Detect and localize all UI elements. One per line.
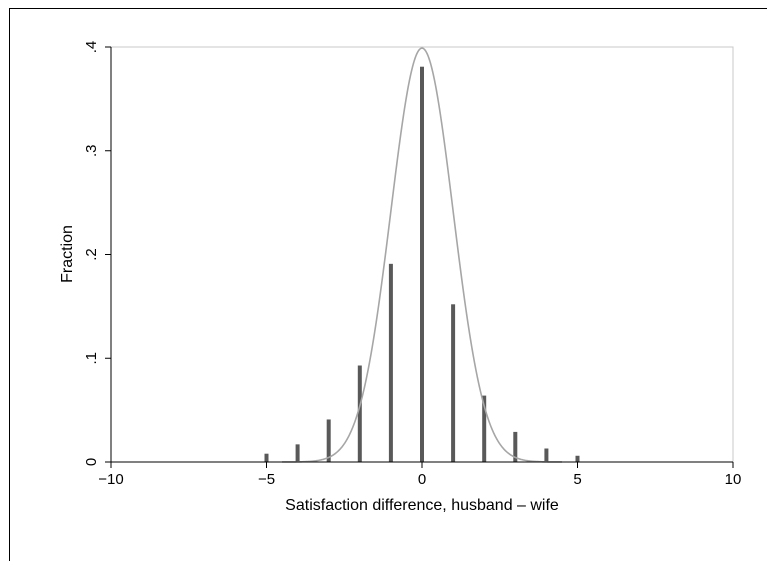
bar-1 [451,304,456,462]
bar-2 [482,395,487,462]
bar-4 [544,448,549,462]
x-tick-label: −5 [258,471,275,488]
x-axis-title: Satisfaction difference, husband – wife [285,497,559,514]
outer-frame-top-border [9,8,767,9]
x-axis-ticks: −10 −5 0 5 10 [98,462,741,488]
bar--2 [357,365,362,462]
bar--4 [295,444,300,462]
x-tick-label: 5 [573,471,581,488]
bar--5 [264,453,269,462]
y-tick-label: .2 [83,248,100,261]
y-tick-label: 0 [83,458,100,466]
bar--1 [388,263,393,462]
x-tick-label: 0 [418,471,426,488]
normal-density-curve [282,47,562,463]
bars-group [264,66,580,463]
y-tick-label: .1 [83,352,100,365]
y-axis-title: Fraction [59,225,76,283]
bar-0 [420,66,424,463]
y-tick-label: .3 [83,144,100,157]
bar-5 [575,455,580,462]
outer-frame-left-border [9,8,10,561]
y-axis-ticks: 0 .1 .2 .3 .4 [83,41,111,466]
bar-3 [513,431,518,462]
x-tick-label: 10 [725,471,742,488]
x-tick-label: −10 [98,471,123,488]
y-tick-label: .4 [83,41,100,54]
bar--3 [326,419,331,462]
